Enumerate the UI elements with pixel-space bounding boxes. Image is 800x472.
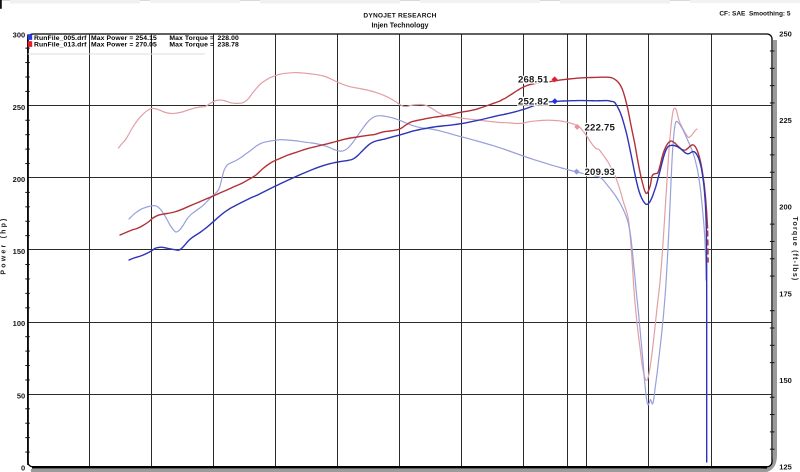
svg-text:225: 225 bbox=[779, 116, 792, 125]
svg-text:200: 200 bbox=[13, 175, 26, 184]
svg-text:175: 175 bbox=[779, 289, 792, 298]
svg-text:100: 100 bbox=[13, 319, 26, 328]
svg-text:RunFile_013.drf: RunFile_013.drf bbox=[34, 41, 87, 48]
svg-text:125: 125 bbox=[779, 462, 792, 471]
svg-text:Torque (ft-lbs): Torque (ft-lbs) bbox=[791, 217, 798, 282]
svg-text:Max Torque =: Max Torque = bbox=[169, 41, 214, 48]
svg-text:209.93: 209.93 bbox=[585, 167, 616, 178]
svg-text:Max Power = 270.05: Max Power = 270.05 bbox=[91, 41, 157, 48]
svg-text:252.82: 252.82 bbox=[518, 97, 549, 108]
svg-text:238.78: 238.78 bbox=[218, 41, 240, 48]
svg-text:300: 300 bbox=[13, 31, 26, 40]
svg-text:Power (hp): Power (hp) bbox=[1, 216, 8, 274]
svg-text:Max Power = 254.15: Max Power = 254.15 bbox=[91, 35, 157, 42]
svg-text:150: 150 bbox=[779, 376, 792, 385]
svg-text:CF: SAE Smoothing: 5: CF: SAE Smoothing: 5 bbox=[719, 11, 791, 18]
svg-text:228.00: 228.00 bbox=[218, 35, 240, 42]
svg-text:Max Torque =: Max Torque = bbox=[169, 35, 214, 42]
svg-text:50: 50 bbox=[17, 391, 25, 400]
svg-text:RunFile_005.drf: RunFile_005.drf bbox=[34, 35, 87, 42]
svg-text:DYNOJET RESEARCH: DYNOJET RESEARCH bbox=[363, 13, 436, 20]
svg-text:250: 250 bbox=[779, 30, 792, 39]
svg-text:200: 200 bbox=[779, 203, 792, 212]
svg-text:0: 0 bbox=[21, 464, 25, 472]
svg-text:222.75: 222.75 bbox=[585, 122, 616, 133]
svg-text:250: 250 bbox=[13, 103, 26, 112]
svg-text:Injen Technology: Injen Technology bbox=[371, 23, 428, 30]
svg-text:268.51: 268.51 bbox=[518, 75, 549, 86]
svg-text:150: 150 bbox=[13, 247, 26, 256]
